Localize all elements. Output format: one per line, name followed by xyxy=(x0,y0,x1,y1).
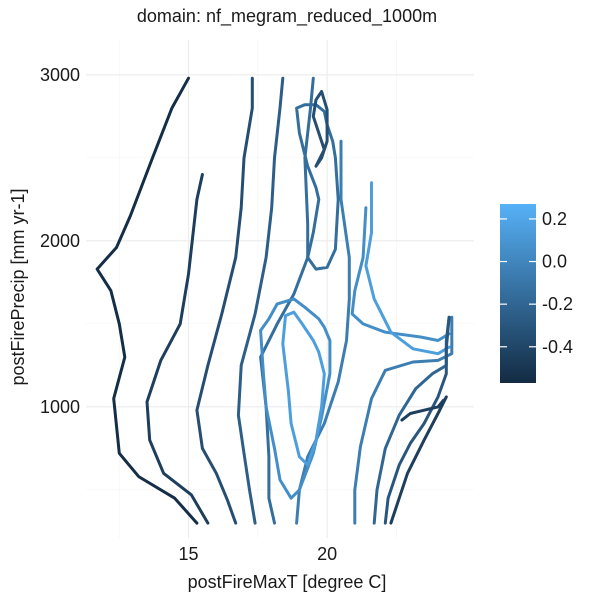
contour-line xyxy=(383,315,451,525)
contour-line xyxy=(400,398,445,422)
y-tick-label: 2000 xyxy=(40,231,80,251)
legend-colorbar xyxy=(500,204,536,383)
contour-line xyxy=(281,310,326,467)
contour-line xyxy=(259,297,332,500)
y-tick-label: 1000 xyxy=(40,397,80,417)
y-axis-tick-labels: 1000 2000 3000 xyxy=(40,65,80,417)
x-axis-tick-labels: 15 20 xyxy=(179,544,338,564)
x-tick-label: 15 xyxy=(179,544,199,564)
contour-line xyxy=(389,395,448,525)
legend-label: -0.2 xyxy=(542,294,573,314)
x-tick-label: 20 xyxy=(317,544,337,564)
y-axis-title: postFirePrecip [mm yr-1] xyxy=(8,188,28,385)
contour-line xyxy=(259,76,315,525)
legend-ticks: 0.2 0.0 -0.2 -0.4 xyxy=(500,209,573,357)
legend-label: 0.2 xyxy=(542,209,567,229)
contour-line xyxy=(145,173,210,525)
legend-label: 0.0 xyxy=(542,252,567,272)
y-tick-label: 3000 xyxy=(40,65,80,85)
contour-line xyxy=(295,139,351,525)
contour-line xyxy=(364,181,451,356)
contour-lines xyxy=(95,76,454,525)
contour-line xyxy=(350,206,451,342)
color-legend: 0.2 0.0 -0.2 -0.4 xyxy=(500,204,573,383)
chart-title: domain: nf_megram_reduced_1000m xyxy=(137,6,437,27)
legend-label: -0.4 xyxy=(542,337,573,357)
contour-line xyxy=(195,76,254,525)
contour-line xyxy=(95,76,199,525)
contour-line xyxy=(311,90,329,168)
x-axis-title: postFireMaxT [degree C] xyxy=(188,572,387,592)
plot-grid xyxy=(86,40,474,538)
contour-line xyxy=(295,103,340,271)
contour-line xyxy=(236,76,285,525)
